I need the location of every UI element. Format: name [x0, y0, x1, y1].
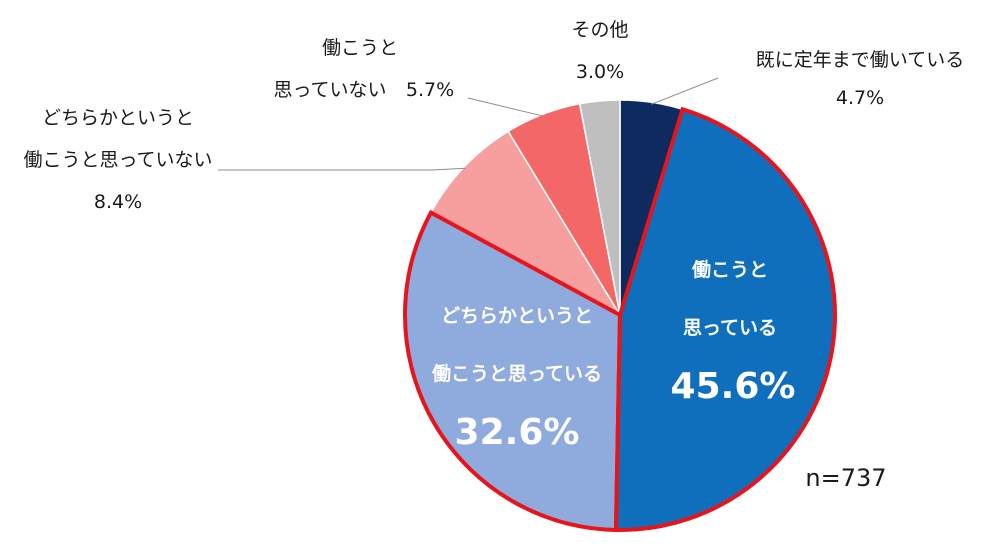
- label-rather-wont-work: どちらかというと 働こうと思っていない 8.4%: [23, 107, 212, 213]
- label-rather-will-work: どちらかというと 働こうと思っている 32.6%: [431, 305, 602, 453]
- slice-label-rather-wont-line2: 働こうと思っていない: [23, 149, 212, 171]
- slice-value-wont: 5.7%: [406, 79, 454, 101]
- slice-value-rather-will: 32.6%: [455, 412, 580, 453]
- slice-value-will-work: 45.6%: [671, 366, 796, 407]
- pie-slice-other: [578, 99, 621, 316]
- highlight-outlines: [403, 106, 837, 532]
- highlight-outline-will-work: [613, 106, 837, 532]
- label-retired-working: 既に定年まで働いている 4.7%: [756, 49, 964, 109]
- slice-value-rather-wont: 8.4%: [94, 191, 142, 213]
- leader-lines: [218, 77, 719, 171]
- highlight-outline-rather-will: [403, 209, 623, 532]
- slice-label-rather-will-line1: どちらかというと: [441, 305, 593, 327]
- slice-label-wont-line2: 思っていない: [273, 79, 386, 101]
- sample-size-note: n=737: [805, 464, 886, 492]
- slice-label-other: その他: [571, 19, 628, 41]
- leader-line-wont: [467, 97, 544, 117]
- pie-slice-rather-wont: [429, 130, 623, 317]
- slice-label-rather-wont-line1: どちらかというと: [42, 107, 194, 129]
- slice-label-will-work-line1: 働こうと: [691, 258, 768, 281]
- slice-value-other: 3.0%: [576, 61, 624, 83]
- label-will-work: 働こうと 思っている 45.6%: [671, 258, 796, 407]
- slice-label-rather-will-line2: 働こうと思っている: [431, 362, 602, 385]
- slice-label-retired: 既に定年まで働いている: [756, 49, 964, 71]
- label-other: その他 3.0%: [571, 19, 628, 83]
- label-wont-work: 働こうと 思っていない 5.7%: [273, 37, 454, 101]
- slice-label-wont-line1: 働こうと: [322, 37, 398, 59]
- slice-label-will-work-line2: 思っている: [683, 317, 777, 339]
- leader-line-rather-wont: [218, 167, 466, 171]
- pie-slices: [404, 99, 836, 531]
- leader-line-retired: [651, 77, 719, 105]
- slice-value-retired: 4.7%: [836, 87, 884, 109]
